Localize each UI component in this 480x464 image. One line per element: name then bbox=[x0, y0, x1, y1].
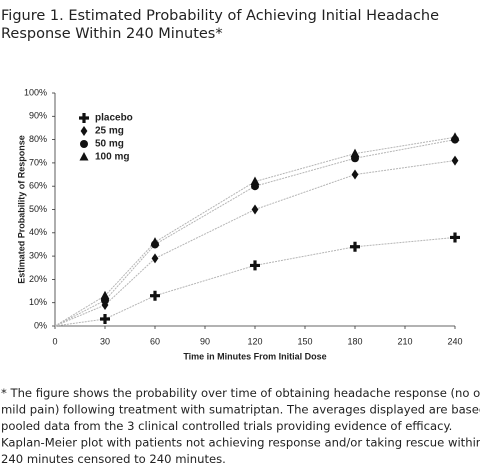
chart-title: Figure 1. Estimated Probability of Achie… bbox=[1, 8, 439, 24]
series-line bbox=[104, 236, 456, 320]
y-tick-label: 40% bbox=[29, 227, 47, 237]
legend-marker bbox=[79, 113, 89, 123]
marker bbox=[150, 237, 160, 246]
y-tick-label: 10% bbox=[29, 297, 47, 307]
legend-label: 50 mg bbox=[95, 139, 124, 150]
series-line bbox=[104, 139, 456, 301]
y-tick-label: 90% bbox=[29, 111, 47, 121]
y-tick-label: 60% bbox=[29, 181, 47, 191]
origin-segment bbox=[54, 299, 106, 327]
legend-label: placebo bbox=[95, 113, 133, 124]
footnote: 240 minutes censored to 240 minutes. bbox=[1, 452, 226, 464]
marker bbox=[150, 290, 160, 301]
x-tick-label: 210 bbox=[397, 336, 412, 346]
origin-segment bbox=[54, 295, 106, 327]
chart-title: Response Within 240 Minutes* bbox=[1, 26, 223, 42]
marker bbox=[351, 169, 359, 180]
series-line bbox=[104, 136, 456, 297]
marker bbox=[250, 176, 260, 186]
y-tick-label: 20% bbox=[29, 274, 47, 284]
x-tick-label: 150 bbox=[297, 336, 312, 346]
series-line bbox=[104, 160, 456, 306]
legend-label: 25 mg bbox=[95, 126, 124, 137]
y-tick-label: 100% bbox=[24, 87, 47, 97]
y-tick-label: 50% bbox=[29, 204, 47, 214]
marker bbox=[100, 314, 110, 325]
legend-marker bbox=[80, 140, 88, 148]
y-axis-label: Estimated Probability of Response bbox=[16, 135, 26, 284]
x-tick-label: 0 bbox=[52, 336, 57, 346]
footnote: Kaplan-Meier plot with patients not achi… bbox=[1, 436, 480, 450]
y-tick-label: 80% bbox=[29, 134, 47, 144]
x-tick-label: 180 bbox=[347, 336, 362, 346]
marker bbox=[350, 241, 360, 252]
marker bbox=[251, 204, 259, 215]
y-tick-label: 70% bbox=[29, 157, 47, 167]
marker bbox=[450, 232, 460, 243]
marker bbox=[450, 132, 460, 141]
x-tick-label: 240 bbox=[447, 336, 462, 346]
legend-marker bbox=[79, 152, 89, 161]
marker bbox=[350, 148, 360, 158]
footnote: * The figure shows the probability over … bbox=[1, 386, 480, 400]
x-tick-label: 30 bbox=[100, 336, 110, 346]
origin-segment bbox=[54, 304, 106, 327]
footnote: mild pain) following treatment with suma… bbox=[1, 403, 480, 417]
marker bbox=[451, 155, 459, 166]
marker bbox=[100, 290, 110, 300]
x-tick-label: 90 bbox=[200, 336, 210, 346]
origin-segment bbox=[54, 318, 106, 327]
marker bbox=[151, 253, 159, 264]
legend-label: 100 mg bbox=[95, 152, 129, 163]
x-axis-label: Time in Minutes From Initial Dose bbox=[183, 351, 326, 361]
legend-marker bbox=[80, 126, 88, 136]
marker bbox=[250, 260, 260, 271]
y-tick-label: 0% bbox=[34, 320, 47, 330]
x-tick-label: 120 bbox=[247, 336, 262, 346]
x-tick-label: 60 bbox=[150, 336, 160, 346]
y-tick-label: 30% bbox=[29, 250, 47, 260]
footnote: pooled data from the 3 clinical controll… bbox=[1, 419, 452, 433]
